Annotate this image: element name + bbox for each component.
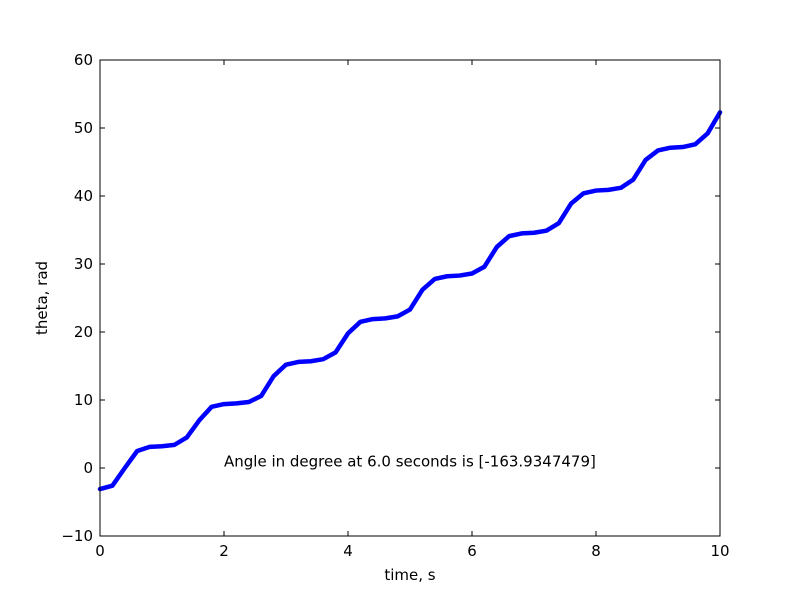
y-tick-label: 60 [74, 51, 93, 69]
y-axis-label: theta, rad [33, 261, 51, 335]
x-tick-label: 6 [467, 542, 477, 560]
y-tick-label: 10 [74, 391, 93, 409]
x-tick-label: 2 [219, 542, 229, 560]
y-tick-label: 40 [74, 187, 93, 205]
x-tick-label: 10 [710, 542, 729, 560]
y-tick-label: −10 [61, 527, 93, 545]
y-tick-label: 50 [74, 119, 93, 137]
plot-area [100, 60, 720, 536]
y-tick-label: 0 [83, 459, 93, 477]
x-tick-label: 0 [95, 542, 105, 560]
series-line [97, 110, 723, 492]
x-axis-label: time, s [384, 566, 435, 584]
x-tick-label: 8 [591, 542, 601, 560]
x-tick-label: 4 [343, 542, 353, 560]
y-tick-label: 20 [74, 323, 93, 341]
plot-frame [99, 59, 721, 537]
y-tick-label: 30 [74, 255, 93, 273]
annotation-text: Angle in degree at 6.0 seconds is [-163.… [224, 453, 596, 471]
